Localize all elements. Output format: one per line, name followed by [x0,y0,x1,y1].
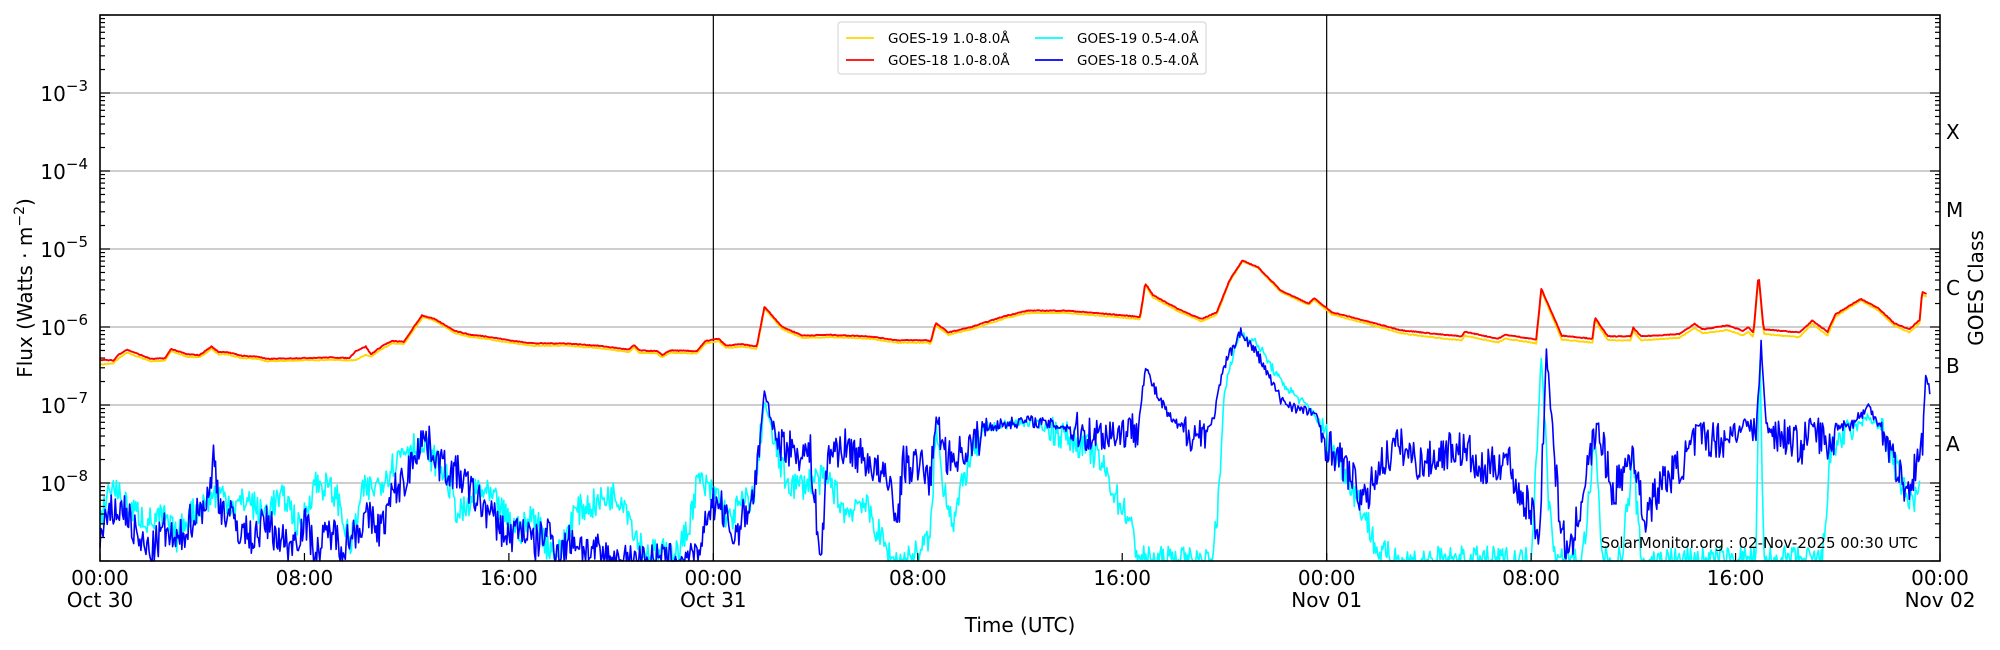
goes-class-label: X [1946,120,1960,144]
x-tick-time-label: 16:00 [480,566,538,590]
y-tick-labels: 10−8 10−7 10−6 10−5 10−4 10−3 [40,77,88,496]
data-series [99,259,1931,562]
day-boundary-lines [712,15,1328,561]
y-tick-label: 10−4 [40,155,88,184]
x-tick-date-label: Oct 31 [680,588,746,612]
x-tick-time-label: 16:00 [1707,566,1765,590]
x-tick-time-label: 16:00 [1093,566,1151,590]
x-tick-date-label: Oct 30 [67,588,133,612]
x-tick-time-label: 00:00 [685,566,743,590]
grid-lines [100,92,1940,484]
y-tick-label: 10−3 [40,77,88,106]
y-tick-label: 10−8 [40,467,88,496]
series-line-goes-18-1-0-8-0- [99,259,1927,362]
y-axis-right-title: GOES Class [1964,230,1988,346]
goes-class-label: B [1946,354,1960,378]
goes-class-label: A [1946,432,1960,456]
x-tick-date-label: Nov 01 [1291,588,1362,612]
legend-label: GOES-18 0.5-4.0Å [1077,52,1199,69]
goes-class-label: M [1946,198,1963,222]
x-tick-time-label: 00:00 [1911,566,1969,590]
legend-item: GOES-18 0.5-4.0Å [1035,52,1199,69]
goes-class-labels: A B C M X [1946,120,1963,456]
x-tick-date-label: Nov 02 [1905,588,1976,612]
goes-class-label: C [1946,276,1960,300]
series-line-goes-19-1-0-8-0- [99,260,1928,366]
legend-item: GOES-19 1.0-8.0Å [846,30,1010,47]
x-tick-time-label: 08:00 [889,566,947,590]
x-tick-time-label: 00:00 [1298,566,1356,590]
legend-item: GOES-19 0.5-4.0Å [1035,30,1199,47]
axis-ticks [99,14,1941,562]
x-tick-time-label: 00:00 [71,566,129,590]
legend-item: GOES-18 1.0-8.0Å [846,52,1010,69]
x-tick-time-label: 08:00 [1502,566,1560,590]
y-tick-label: 10−6 [40,311,88,340]
legend-label: GOES-19 0.5-4.0Å [1077,30,1199,47]
legend-label: GOES-19 1.0-8.0Å [888,30,1010,47]
plot-frame [99,14,1941,562]
series-line-goes-18-0-5-4-0- [99,327,1931,562]
y-axis-title: Flux (Watts · m−2) [12,198,37,378]
watermark-text: SolarMonitor.org : 02-Nov-2025 00:30 UTC [1601,534,1918,552]
x-axis-title: Time (UTC) [964,613,1076,637]
y-tick-label: 10−5 [40,233,88,262]
x-tick-time-label: 08:00 [276,566,334,590]
legend-label: GOES-18 1.0-8.0Å [888,52,1010,69]
legend: GOES-19 1.0-8.0Å GOES-18 1.0-8.0Å GOES-19 … [837,21,1207,75]
y-tick-label: 10−7 [40,389,88,418]
